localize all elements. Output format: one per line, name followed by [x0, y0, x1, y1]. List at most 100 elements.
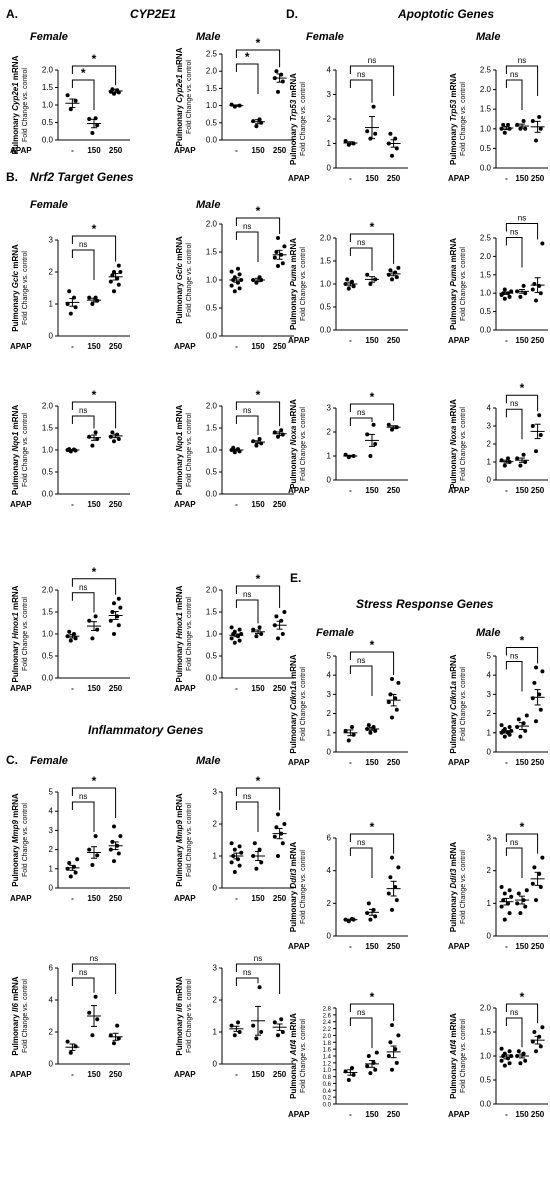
data-point [232, 870, 237, 874]
chart-b-female-hmox1: 0.0 0.5 1.0 1.5 2.0 - 150 250 APAP Pulmonary Hmox… [10, 565, 130, 693]
y-axis-title: Pulmonary Cdkn1a mRNA [449, 654, 458, 753]
data-point [502, 1063, 507, 1068]
chart-e-female-atf4: 0.00.20.40.60.81.01.21.41.61.82.02.22.42… [288, 990, 408, 1119]
y-axis-title: Pulmonary Atf4 mRNA [289, 1013, 298, 1099]
data-point [502, 734, 507, 739]
y-tick-label: 3 [213, 788, 218, 797]
y-tick-label: 0.0 [42, 490, 54, 499]
data-point [112, 601, 116, 606]
data-point [251, 627, 256, 632]
y-tick-label: 2 [49, 1028, 54, 1037]
y-tick-label: 2.6 [323, 1013, 332, 1019]
data-point [386, 1054, 391, 1058]
significance-bracket [505, 408, 523, 440]
panel-c-letter: C. [6, 753, 18, 767]
data-point [523, 460, 528, 464]
y-tick-label: 1.0 [206, 276, 218, 285]
y-tick-label: 1.6 [323, 1048, 332, 1054]
panel-e-letter: E. [290, 571, 301, 585]
x-tick-label: 150 [251, 146, 265, 155]
data-point [112, 632, 116, 636]
y-axis-subtitle: Fold Change vs. control [460, 850, 467, 924]
data-point [502, 287, 507, 292]
x-tick-label: 150 [365, 1110, 379, 1119]
chart-e-female-cdkn1a: 0 1 2 3 4 5 - 150 250 APAP Pulmonary Cdkn1a mRNA Fo… [288, 638, 408, 767]
significance-label: * [92, 565, 97, 579]
significance-bracket [505, 79, 523, 110]
significance-label: * [370, 390, 375, 404]
data-point [229, 636, 234, 641]
data-point [371, 422, 376, 427]
x-tick-label: 250 [109, 894, 123, 903]
chart-b-female-gclc: 0 1 2 3 - 150 250 APAP Pulmonary Gclc mRNA Fold C… [10, 222, 130, 351]
chart-b-male-hmox1: 0.0 0.5 1.0 1.5 2.0 - 150 250 APAP Pulmonary Hmox… [174, 572, 294, 693]
y-axis-title: Pulmonary Trp53 mRNA [449, 73, 458, 165]
y-axis-subtitle: Fold Change vs. control [300, 407, 307, 481]
y-axis-subtitle: Fold Change vs. control [460, 247, 467, 321]
x-tick-label: 150 [87, 894, 101, 903]
data-point [280, 1030, 285, 1034]
significance-bracket [71, 787, 117, 818]
data-point [350, 725, 354, 730]
x-tick-label: 150 [515, 758, 529, 767]
data-point [108, 434, 113, 439]
x-tick-label: - [505, 1110, 508, 1119]
x-tick-label: - [71, 342, 74, 351]
y-tick-label: 2.0 [320, 234, 332, 243]
y-tick-label: 1.5 [206, 608, 218, 617]
y-tick-label: 2.5 [480, 66, 492, 75]
data-point [368, 454, 373, 458]
data-point [388, 692, 393, 697]
data-point [396, 865, 401, 870]
significance-bracket [235, 977, 259, 986]
y-tick-label: 2.2 [323, 1027, 332, 1033]
significance-bracket [235, 787, 281, 811]
x-axis-title: APAP [288, 174, 310, 183]
data-point [236, 266, 240, 271]
significance-bracket [349, 1003, 395, 1022]
significance-label: * [92, 388, 97, 402]
data-point [282, 610, 287, 614]
data-point [386, 700, 391, 705]
data-point [394, 898, 399, 903]
x-tick-label: 250 [387, 336, 401, 345]
y-tick-label: 2 [327, 115, 332, 124]
y-axis-title: Pulmonary Puma mRNA [449, 238, 458, 330]
data-point [540, 241, 545, 246]
y-tick-label: 1.5 [42, 424, 54, 433]
chart-c-female-il6: 0 2 4 6 - 150 250 APAP Pulmonary Il6 mRNA Fold Ch… [10, 954, 130, 1079]
data-point [276, 89, 280, 94]
x-tick-label: - [349, 758, 352, 767]
y-axis-title: Pulmonary Ddit3 mRNA [289, 842, 298, 932]
data-point [523, 126, 528, 131]
data-point [68, 107, 73, 112]
x-tick-label: - [505, 942, 508, 951]
data-point [257, 625, 262, 630]
data-point [538, 1044, 543, 1049]
y-tick-label: 5 [49, 788, 54, 797]
significance-bracket [349, 651, 395, 676]
y-tick-label: 0.0 [480, 164, 492, 173]
data-point [538, 707, 543, 712]
data-point [396, 1033, 401, 1038]
data-point [374, 1050, 379, 1055]
significance-label: ns [357, 1008, 365, 1017]
data-point [534, 449, 538, 454]
data-point [68, 874, 73, 879]
data-point [345, 277, 350, 282]
data-point [507, 126, 512, 131]
data-point [388, 131, 393, 136]
x-axis-title: APAP [448, 758, 470, 767]
data-point [259, 1030, 264, 1034]
y-tick-label: 1 [327, 139, 332, 148]
y-tick-label: 1.5 [480, 270, 492, 279]
data-point [532, 680, 537, 685]
data-point [394, 707, 399, 712]
x-tick-label: - [71, 146, 74, 155]
y-tick-label: 1.0 [480, 289, 492, 298]
y-tick-label: 0 [327, 164, 332, 173]
chart-d-female-puma: 0.0 0.5 1.0 1.5 2.0 - 150 250 APAP Pulmonary Puma… [288, 220, 408, 345]
data-point [507, 1049, 512, 1054]
data-point [524, 888, 529, 893]
